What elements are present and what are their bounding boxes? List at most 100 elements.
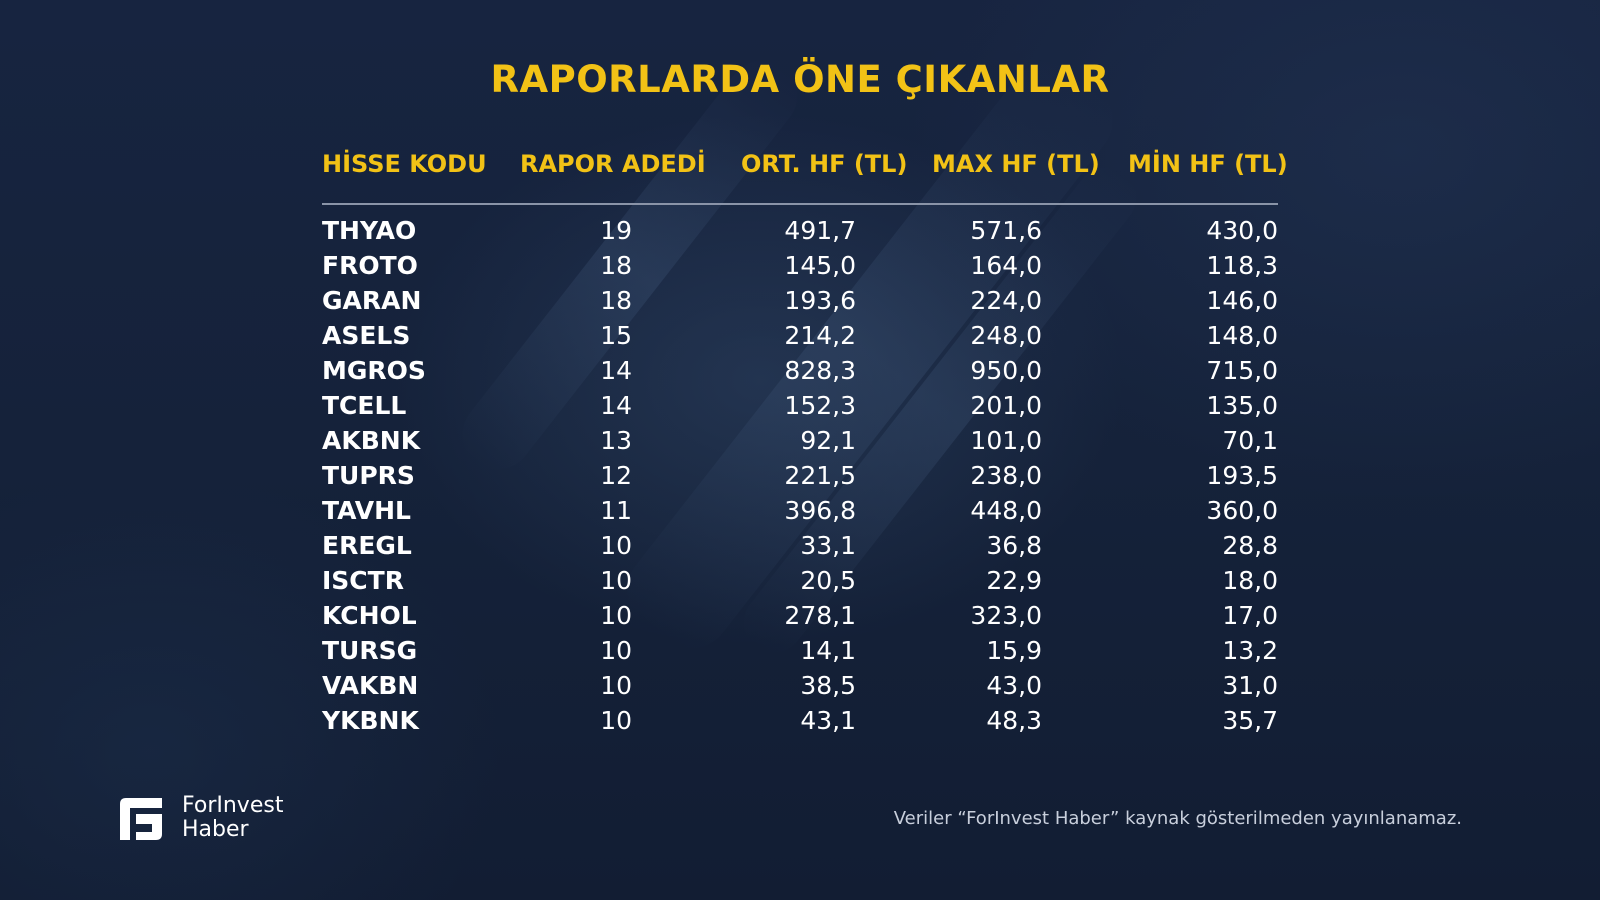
table-row: YKBNK 10 43,1 48,3 35,7 bbox=[322, 702, 1278, 737]
cell-max-target: 15,9 bbox=[986, 636, 1042, 665]
header-avg-target: ORT. HF (TL) bbox=[741, 150, 908, 178]
header-divider bbox=[322, 203, 1278, 205]
cell-avg-target: 396,8 bbox=[784, 496, 856, 525]
cell-stock-code: ASELS bbox=[322, 321, 411, 350]
cell-max-target: 36,8 bbox=[986, 531, 1042, 560]
table-row: THYAO 19 491,7 571,6 430,0 bbox=[322, 212, 1278, 247]
table-row: GARAN 18 193,6 224,0 146,0 bbox=[322, 282, 1278, 317]
table-row: EREGL 10 33,1 36,8 28,8 bbox=[322, 527, 1278, 562]
cell-min-target: 715,0 bbox=[1206, 356, 1278, 385]
cell-max-target: 101,0 bbox=[970, 426, 1042, 455]
cell-stock-code: THYAO bbox=[322, 216, 417, 245]
cell-max-target: 448,0 bbox=[970, 496, 1042, 525]
cell-report-count: 11 bbox=[600, 496, 632, 525]
cell-avg-target: 214,2 bbox=[784, 321, 856, 350]
cell-stock-code: TCELL bbox=[322, 391, 407, 420]
cell-avg-target: 43,1 bbox=[800, 706, 856, 735]
cell-min-target: 118,3 bbox=[1206, 251, 1278, 280]
cell-max-target: 48,3 bbox=[986, 706, 1042, 735]
cell-avg-target: 38,5 bbox=[800, 671, 856, 700]
cell-avg-target: 491,7 bbox=[784, 216, 856, 245]
page-title: RAPORLARDA ÖNE ÇIKANLAR bbox=[490, 58, 1110, 101]
brand-name: ForInvest Haber bbox=[182, 794, 283, 842]
cell-stock-code: AKBNK bbox=[322, 426, 421, 455]
cell-stock-code: TURSG bbox=[322, 636, 418, 665]
cell-max-target: 224,0 bbox=[970, 286, 1042, 315]
table-row: MGROS 14 828,3 950,0 715,0 bbox=[322, 352, 1278, 387]
cell-min-target: 13,2 bbox=[1222, 636, 1278, 665]
table-row: VAKBN 10 38,5 43,0 31,0 bbox=[322, 667, 1278, 702]
cell-min-target: 135,0 bbox=[1206, 391, 1278, 420]
cell-min-target: 18,0 bbox=[1222, 566, 1278, 595]
cell-report-count: 18 bbox=[600, 251, 632, 280]
cell-report-count: 10 bbox=[600, 566, 632, 595]
cell-max-target: 248,0 bbox=[970, 321, 1042, 350]
header-min-target: MİN HF (TL) bbox=[1128, 150, 1288, 178]
cell-max-target: 22,9 bbox=[986, 566, 1042, 595]
cell-avg-target: 33,1 bbox=[800, 531, 856, 560]
cell-max-target: 164,0 bbox=[970, 251, 1042, 280]
cell-min-target: 193,5 bbox=[1206, 461, 1278, 490]
table-row: ISCTR 10 20,5 22,9 18,0 bbox=[322, 562, 1278, 597]
cell-stock-code: EREGL bbox=[322, 531, 412, 560]
cell-report-count: 10 bbox=[600, 636, 632, 665]
header-max-target: MAX HF (TL) bbox=[932, 150, 1100, 178]
cell-stock-code: VAKBN bbox=[322, 671, 419, 700]
cell-stock-code: YKBNK bbox=[322, 706, 419, 735]
cell-report-count: 13 bbox=[600, 426, 632, 455]
copyright-note: Veriler “ForInvest Haber” kaynak gösteri… bbox=[893, 808, 1462, 829]
cell-stock-code: KCHOL bbox=[322, 601, 417, 630]
cell-report-count: 18 bbox=[600, 286, 632, 315]
cell-report-count: 14 bbox=[600, 391, 632, 420]
cell-min-target: 35,7 bbox=[1222, 706, 1278, 735]
table-body: THYAO 19 491,7 571,6 430,0 FROTO 18 145,0 164,0 1… bbox=[322, 212, 1278, 737]
cell-avg-target: 145,0 bbox=[784, 251, 856, 280]
cell-max-target: 43,0 bbox=[986, 671, 1042, 700]
cell-report-count: 10 bbox=[600, 671, 632, 700]
table-row: ASELS 15 214,2 248,0 148,0 bbox=[322, 317, 1278, 352]
cell-min-target: 430,0 bbox=[1206, 216, 1278, 245]
cell-report-count: 10 bbox=[600, 601, 632, 630]
cell-report-count: 19 bbox=[600, 216, 632, 245]
table-row: FROTO 18 145,0 164,0 118,3 bbox=[322, 247, 1278, 282]
cell-report-count: 14 bbox=[600, 356, 632, 385]
cell-avg-target: 278,1 bbox=[784, 601, 856, 630]
cell-max-target: 201,0 bbox=[970, 391, 1042, 420]
table-row: AKBNK 13 92,1 101,0 70,1 bbox=[322, 422, 1278, 457]
cell-max-target: 571,6 bbox=[970, 216, 1042, 245]
table-row: TURSG 10 14,1 15,9 13,2 bbox=[322, 632, 1278, 667]
cell-max-target: 950,0 bbox=[970, 356, 1042, 385]
cell-stock-code: TUPRS bbox=[322, 461, 415, 490]
cell-avg-target: 193,6 bbox=[784, 286, 856, 315]
table-row: KCHOL 10 278,1 323,0 17,0 bbox=[322, 597, 1278, 632]
cell-avg-target: 828,3 bbox=[784, 356, 856, 385]
cell-stock-code: FROTO bbox=[322, 251, 418, 280]
brand-line-1: ForInvest bbox=[182, 793, 284, 818]
cell-min-target: 360,0 bbox=[1206, 496, 1278, 525]
cell-report-count: 15 bbox=[600, 321, 632, 350]
cell-avg-target: 14,1 bbox=[800, 636, 856, 665]
cell-min-target: 31,0 bbox=[1222, 671, 1278, 700]
forinvest-logo-icon bbox=[120, 798, 162, 840]
cell-min-target: 17,0 bbox=[1222, 601, 1278, 630]
table-header: HİSSE KODU RAPOR ADEDİ ORT. HF (TL) MAX … bbox=[322, 150, 1288, 190]
cell-min-target: 70,1 bbox=[1222, 426, 1278, 455]
cell-avg-target: 20,5 bbox=[800, 566, 856, 595]
cell-stock-code: MGROS bbox=[322, 356, 426, 385]
cell-stock-code: TAVHL bbox=[322, 496, 411, 525]
cell-min-target: 28,8 bbox=[1222, 531, 1278, 560]
cell-avg-target: 221,5 bbox=[784, 461, 856, 490]
cell-max-target: 238,0 bbox=[970, 461, 1042, 490]
cell-avg-target: 152,3 bbox=[784, 391, 856, 420]
table-row: TAVHL 11 396,8 448,0 360,0 bbox=[322, 492, 1278, 527]
header-stock-code: HİSSE KODU bbox=[322, 150, 487, 178]
brand-line-2: Haber bbox=[182, 817, 249, 842]
cell-min-target: 148,0 bbox=[1206, 321, 1278, 350]
cell-report-count: 10 bbox=[600, 531, 632, 560]
cell-stock-code: GARAN bbox=[322, 286, 422, 315]
cell-stock-code: ISCTR bbox=[322, 566, 404, 595]
table-row: TCELL 14 152,3 201,0 135,0 bbox=[322, 387, 1278, 422]
table-row: TUPRS 12 221,5 238,0 193,5 bbox=[322, 457, 1278, 492]
header-report-count: RAPOR ADEDİ bbox=[520, 150, 706, 178]
